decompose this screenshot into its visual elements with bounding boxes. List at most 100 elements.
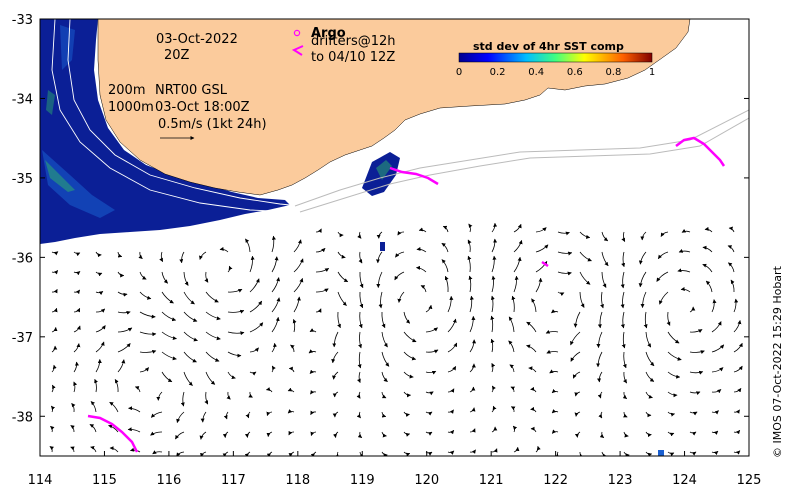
current-arrow	[689, 306, 696, 313]
lon-tick-label: 114	[28, 473, 53, 488]
current-arrow	[425, 327, 438, 333]
current-arrow	[579, 231, 591, 239]
current-arrow	[403, 331, 417, 343]
lon-tick-label: 115	[92, 473, 117, 488]
current-arrow	[667, 371, 681, 379]
current-arrow	[109, 446, 119, 453]
current-arrow	[71, 402, 76, 413]
current-arrow	[557, 251, 573, 256]
current-arrow	[359, 291, 364, 309]
current-arrow	[600, 291, 604, 309]
current-arrow	[447, 388, 455, 393]
current-arrow	[513, 223, 522, 233]
current-arrow	[680, 287, 691, 293]
current-vectors	[49, 222, 743, 456]
current-arrow	[621, 231, 626, 242]
current-arrow	[469, 315, 476, 333]
current-arrow	[711, 344, 725, 353]
current-arrow	[403, 371, 414, 379]
drifter-tracks	[87, 136, 726, 453]
current-arrow	[447, 295, 454, 313]
current-arrow	[513, 240, 523, 253]
current-arrow	[381, 411, 387, 418]
current-arrow	[512, 425, 518, 433]
current-arrow	[530, 386, 537, 393]
current-arrow	[667, 391, 678, 398]
colorbar-title: std dev of 4hr SST comp	[473, 40, 624, 53]
current-arrow	[620, 271, 625, 289]
current-arrow	[394, 271, 405, 281]
current-arrow	[490, 295, 495, 313]
current-arrow	[510, 406, 516, 413]
colorbar-tick-label: 1	[649, 67, 655, 78]
current-arrow	[621, 251, 626, 268]
current-arrow	[535, 260, 548, 273]
current-arrow	[733, 365, 743, 373]
current-arrow	[288, 451, 295, 456]
current-arrow	[205, 331, 221, 341]
current-arrow	[490, 338, 495, 353]
argo-label: Argo	[311, 26, 346, 41]
current-arrow	[467, 239, 472, 253]
current-arrow	[513, 275, 519, 293]
current-arrow	[601, 251, 609, 267]
colorbar-tick-label: 0.4	[528, 67, 544, 78]
current-arrow	[244, 451, 251, 456]
current-arrow	[621, 331, 626, 349]
colorbar-tick-label: 0.2	[490, 67, 506, 78]
lat-tick-label: -37	[12, 331, 33, 346]
current-arrow	[667, 331, 680, 344]
current-arrow	[467, 255, 472, 273]
current-arrow	[139, 349, 157, 354]
current-arrow	[89, 424, 97, 433]
current-arrow	[271, 256, 279, 273]
current-arrow	[727, 245, 735, 253]
current-arrow	[176, 411, 185, 423]
current-arrow	[469, 363, 476, 373]
current-arrow	[51, 345, 58, 353]
current-arrow	[95, 341, 105, 353]
source-label: NRT00 GSL	[155, 83, 228, 98]
current-arrow	[266, 387, 273, 393]
current-arrow	[315, 248, 326, 253]
current-arrow	[425, 304, 433, 313]
current-arrow	[334, 451, 340, 456]
current-arrow	[491, 405, 497, 413]
current-arrow	[491, 448, 498, 453]
hour-label: 20Z	[164, 48, 190, 63]
current-arrow	[531, 298, 537, 313]
current-arrow	[248, 391, 253, 398]
current-arrow	[730, 279, 735, 293]
current-arrow	[381, 311, 386, 329]
current-arrow	[397, 230, 405, 236]
current-arrow	[643, 311, 648, 329]
current-arrow	[95, 291, 104, 296]
current-arrow	[711, 410, 719, 415]
current-arrow	[711, 299, 717, 313]
current-arrow	[249, 255, 255, 273]
current-arrow	[358, 251, 363, 264]
current-arrow	[139, 367, 150, 373]
current-arrow	[337, 271, 349, 283]
current-arrow	[530, 406, 537, 413]
current-arrow	[337, 311, 341, 329]
current-arrow	[469, 449, 476, 454]
current-arrow	[95, 359, 102, 373]
current-arrow	[530, 426, 537, 433]
current-arrow	[597, 371, 603, 383]
current-arrow	[337, 291, 347, 306]
current-arrow	[117, 291, 128, 297]
current-arrow	[70, 446, 75, 453]
current-arrow	[293, 296, 301, 313]
isobath-1000-label: 1000m	[108, 100, 154, 115]
current-arrow	[623, 431, 629, 438]
current-arrow	[425, 349, 439, 354]
current-arrow	[535, 277, 543, 293]
drifter-marker-icon	[291, 45, 304, 56]
current-arrow	[381, 351, 390, 367]
lat-tick-label: -34	[12, 92, 33, 107]
current-arrow	[526, 344, 537, 353]
current-arrow	[73, 343, 81, 353]
current-arrow	[50, 405, 56, 413]
current-arrow	[677, 268, 691, 273]
